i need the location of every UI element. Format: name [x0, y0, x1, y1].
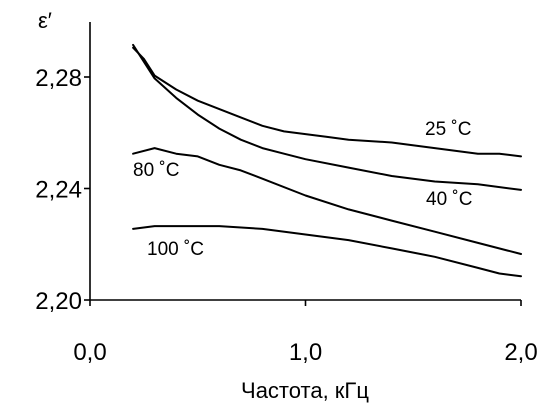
series-label-2: 80 ˚C: [133, 160, 179, 181]
series-group: [132, 43, 522, 278]
series-label-0: 25 ˚C: [425, 119, 471, 140]
series-line-3: [132, 225, 522, 278]
y-axis-title: ε′: [38, 8, 52, 33]
series-line-2: [132, 147, 522, 255]
series-line-1: [132, 43, 522, 191]
y-tick-label: 2,28: [35, 65, 82, 92]
x-tick-label: 2,0: [504, 339, 537, 366]
x-tick-label: 1,0: [289, 339, 322, 366]
y-ticks: 2,20 2,24 2,28: [35, 65, 90, 315]
series-label-3: 100 ˚C: [147, 239, 204, 260]
series-label-1: 40 ˚C: [426, 189, 472, 210]
x-tick-label: 0,0: [73, 339, 106, 366]
y-tick-label: 2,20: [35, 288, 82, 315]
series-line-0: [132, 46, 522, 158]
y-tick-label: 2,24: [35, 177, 82, 204]
x-ticks: 0,0 1,0 2,0: [73, 300, 538, 366]
x-axis-title: Частота, кГц: [241, 378, 369, 403]
series-labels: 25 ˚C 40 ˚C 80 ˚C 100 ˚C: [133, 119, 472, 260]
